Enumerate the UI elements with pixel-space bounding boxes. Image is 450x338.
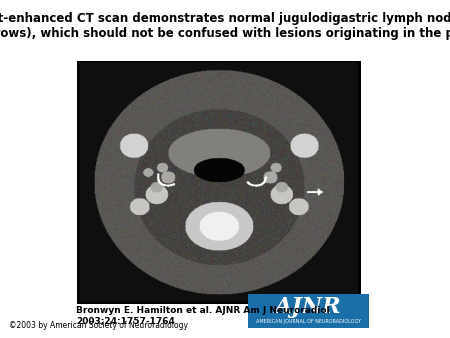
Text: Axial contrast-enhanced CT scan demonstrates normal jugulodigastric lymph nodes : Axial contrast-enhanced CT scan demonstr… [0, 12, 450, 40]
Text: Bronwyn E. Hamilton et al. AJNR Am J Neuroradiol
2003;24:1757-1764: Bronwyn E. Hamilton et al. AJNR Am J Neu… [76, 306, 330, 325]
Text: ©2003 by American Society of Neuroradiology: ©2003 by American Society of Neuroradiol… [9, 320, 188, 330]
Text: AJNR: AJNR [275, 296, 342, 318]
Text: AMERICAN JOURNAL OF NEURORADIOLOGY: AMERICAN JOURNAL OF NEURORADIOLOGY [256, 319, 361, 324]
